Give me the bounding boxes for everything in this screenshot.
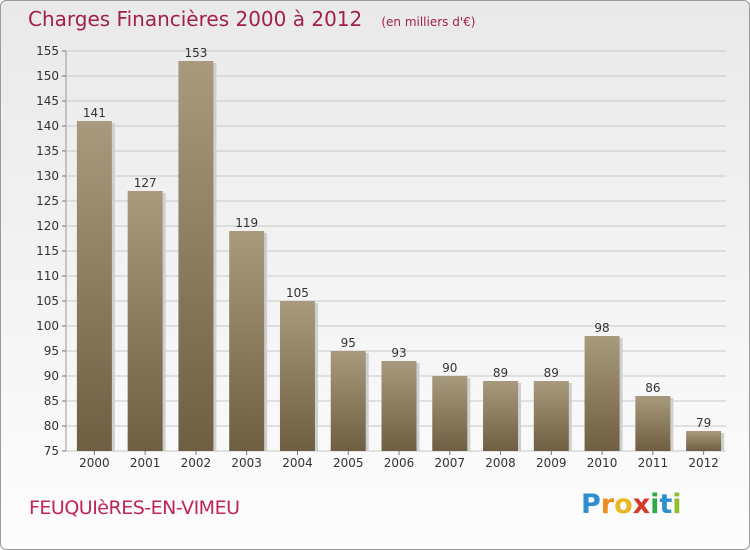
x-tick-label: 2004 [282,456,313,470]
bar-value-label: 95 [341,336,356,350]
bar [381,361,417,451]
bar [635,396,671,451]
bar [127,191,163,451]
bar [178,61,214,451]
title-row: Charges Financières 2000 à 2012 (en mill… [28,7,475,31]
y-tick-label: 145 [36,94,59,108]
y-tick-label: 90 [44,369,59,383]
bar [584,336,620,451]
bar [533,381,569,451]
brand-letter: i [650,489,660,520]
bar [483,381,519,451]
x-tick-label: 2008 [485,456,516,470]
brand-letter: t [659,489,673,520]
chart-unit-note: (en milliers d'€) [381,15,476,29]
bar-value-label: 89 [493,366,508,380]
brand-letter: x [632,489,651,520]
y-tick-label: 85 [44,394,59,408]
brand-logo: Proxiti [581,489,682,520]
x-tick-label: 2007 [434,456,465,470]
bar-value-label: 127 [134,176,157,190]
y-tick-label: 100 [36,319,59,333]
bar-value-label: 93 [391,346,406,360]
x-tick-label: 2002 [181,456,212,470]
y-tick-label: 150 [36,69,59,83]
x-tick-label: 2001 [130,456,161,470]
y-tick-label: 95 [44,344,59,358]
brand-letter: o [614,489,633,520]
y-tick-label: 135 [36,144,59,158]
y-tick-label: 125 [36,194,59,208]
bar-value-label: 119 [235,216,258,230]
bar-value-label: 86 [645,381,660,395]
x-tick-label: 2006 [384,456,415,470]
chart-title: Charges Financières 2000 à 2012 [28,7,363,31]
bar [76,121,112,451]
x-tick-label: 2010 [587,456,618,470]
x-tick-label: 2011 [638,456,669,470]
bar-value-label: 89 [544,366,559,380]
town-name: FEUQUIèRES-EN-VIMEU [29,497,240,519]
brand-letter: r [600,489,615,520]
x-tick-label: 2000 [79,456,110,470]
bar [432,376,468,451]
y-tick-label: 140 [36,119,59,133]
x-tick-label: 2003 [231,456,262,470]
bar [229,231,265,451]
bar-value-label: 153 [184,46,207,60]
bar-value-label: 141 [83,106,106,120]
brand-letter: P [581,489,601,520]
bar-value-label: 98 [594,321,609,335]
y-tick-label: 120 [36,219,59,233]
x-tick-label: 2005 [333,456,364,470]
y-tick-label: 75 [44,444,59,458]
brand-letter: i [672,489,682,520]
bar [330,351,366,451]
y-tick-label: 105 [36,294,59,308]
y-tick-label: 115 [36,244,59,258]
x-tick-label: 2009 [536,456,567,470]
bar-value-label: 105 [286,286,309,300]
y-tick-label: 80 [44,419,59,433]
y-tick-label: 130 [36,169,59,183]
bar-value-label: 79 [696,416,711,430]
y-tick-label: 110 [36,269,59,283]
y-tick-label: 155 [36,44,59,58]
bar-value-label: 90 [442,361,457,375]
bar [686,431,722,451]
x-tick-label: 2012 [688,456,719,470]
bar [279,301,315,451]
